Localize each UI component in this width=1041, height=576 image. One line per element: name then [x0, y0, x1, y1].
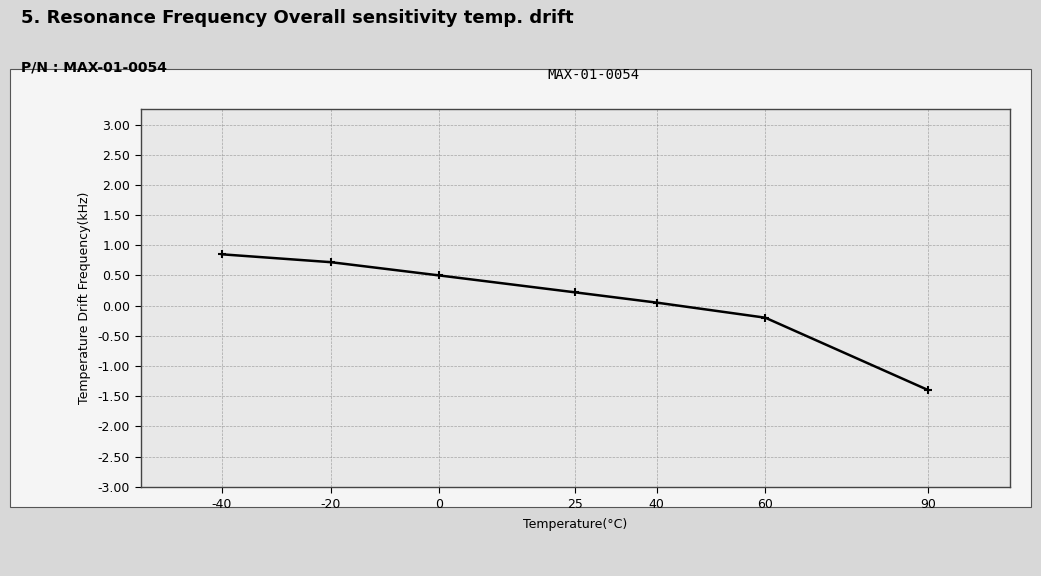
Y-axis label: Temperature Drift Frequency(kHz): Temperature Drift Frequency(kHz)	[78, 192, 91, 404]
X-axis label: Temperature(°C): Temperature(°C)	[523, 518, 628, 530]
Text: MAX-01-0054: MAX-01-0054	[548, 68, 639, 82]
Text: P/N : MAX-01-0054: P/N : MAX-01-0054	[21, 60, 167, 74]
Text: 5. Resonance Frequency Overall sensitivity temp. drift: 5. Resonance Frequency Overall sensitivi…	[21, 9, 574, 26]
